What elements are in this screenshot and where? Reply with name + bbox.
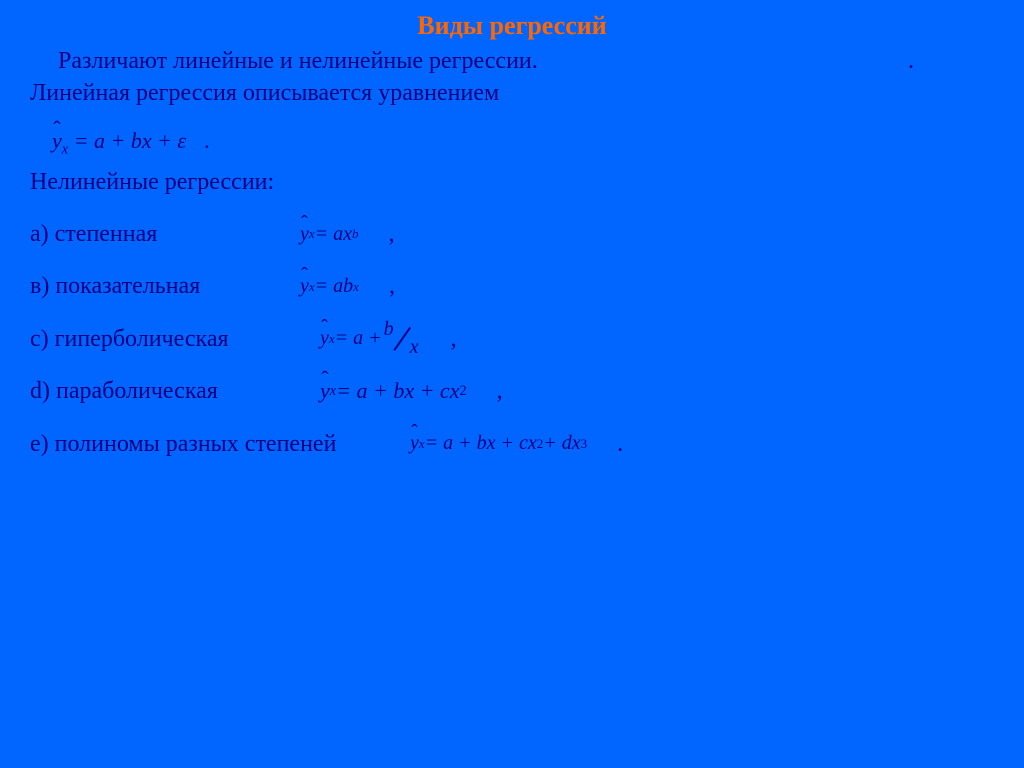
stray-dot: .	[908, 45, 914, 77]
label-polynomial: е) полиномы разных степеней	[30, 428, 410, 460]
slide-title: Виды регрессий	[30, 8, 994, 43]
label-parabolic: d) параболическая	[30, 375, 320, 407]
punct-power: ,	[389, 218, 395, 250]
nonlinear-heading: Нелинейные регрессии:	[30, 166, 994, 198]
item-power: а) степенная yx = axb ,	[30, 218, 994, 250]
slide-content: Виды регрессий Различают линейные и нели…	[0, 0, 1024, 460]
intro-line-2: Линейная регрессия описывается уравнение…	[30, 80, 499, 106]
formula-power: yx = axb	[300, 221, 359, 248]
linear-rhs: = a + bx + ε	[68, 128, 186, 153]
fraction-bx: bx	[384, 325, 419, 352]
punct-hyperbolic: ,	[451, 323, 457, 355]
formula-hyperbolic: yx = a + bx	[320, 325, 421, 352]
item-exponential: в) показательная yx = abx ,	[30, 270, 994, 302]
label-exponential: в) показательная	[30, 270, 300, 302]
item-parabolic: d) параболическая yx = a + bx + cx2 ,	[30, 375, 994, 407]
punct-polynomial: .	[617, 428, 623, 460]
item-hyperbolic: с) гиперболическая yx = a + bx ,	[30, 323, 994, 355]
intro-line-1: Различают линейные и нелинейные регресси…	[30, 48, 538, 74]
punct-exponential: ,	[389, 270, 395, 302]
linear-dot: .	[204, 128, 210, 153]
formula-polynomial: yx = a + bx + cx2 + dx3	[410, 430, 587, 457]
punct-parabolic: ,	[497, 375, 503, 407]
formula-exponential: yx = abx	[300, 273, 359, 300]
label-power: а) степенная	[30, 218, 300, 250]
linear-formula: yx = a + bx + ε.	[52, 126, 994, 160]
formula-parabolic: yx = a + bx + cx2	[320, 376, 467, 406]
item-polynomial: е) полиномы разных степеней yx = a + bx …	[30, 428, 994, 460]
yhat: y	[52, 126, 62, 156]
label-hyperbolic: с) гиперболическая	[30, 323, 320, 355]
intro-paragraph: Различают линейные и нелинейные регресси…	[30, 45, 994, 110]
